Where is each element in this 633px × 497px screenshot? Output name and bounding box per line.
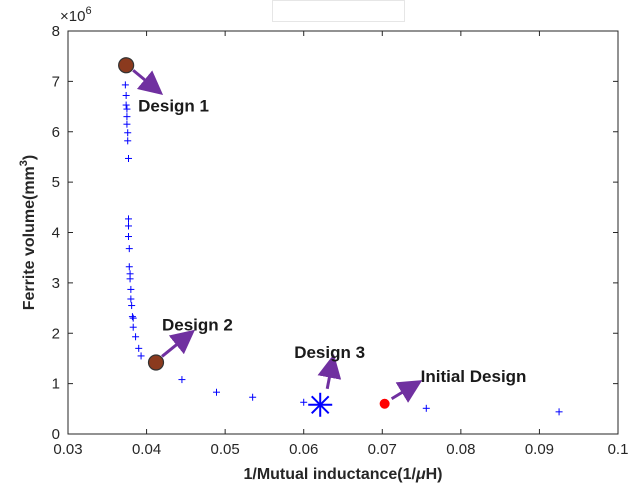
- y-tick-label: 4: [52, 225, 60, 242]
- pareto-point: [123, 113, 131, 121]
- y-tick-label: 8: [52, 23, 60, 40]
- pareto-point: [125, 263, 133, 271]
- pareto-point: [125, 215, 132, 223]
- pareto-point: [125, 154, 132, 162]
- pareto-point: [121, 81, 129, 89]
- x-tick-label: 0.08: [446, 441, 475, 458]
- y-axis-label: Ferrite volume(mm3): [18, 155, 38, 311]
- pareto-point: [124, 129, 132, 137]
- x-tick-label: 0.07: [368, 441, 397, 458]
- annotation-arrow: [161, 329, 196, 358]
- annotation-label: Design 1: [138, 96, 209, 115]
- pareto-point: [132, 333, 140, 341]
- pareto-point: [128, 302, 136, 310]
- pareto-point: [122, 101, 130, 109]
- y-tick-label: 1: [52, 376, 60, 393]
- x-tick-label: 0.04: [132, 441, 161, 458]
- pareto-point: [125, 245, 133, 253]
- pareto-point: [422, 404, 430, 412]
- pareto-point: [129, 314, 137, 322]
- y-tick-label: 5: [52, 174, 60, 191]
- annotation-arrow: [317, 353, 342, 390]
- annotation-arrow: [132, 69, 164, 95]
- y-exponent-label: ×106: [60, 5, 92, 25]
- y-tick-label: 3: [52, 275, 60, 292]
- annotation-arrow: [390, 380, 423, 403]
- pareto-point: [555, 408, 563, 416]
- pareto-point: [123, 105, 131, 113]
- pareto-point: [125, 222, 132, 230]
- pareto-point: [122, 91, 130, 99]
- x-axis-label: 1/Mutual inductance(1/μH): [243, 466, 442, 483]
- pareto-point: [137, 352, 145, 360]
- y-tick-label: 6: [52, 124, 60, 141]
- design-marker: [118, 57, 135, 74]
- design-marker: [308, 392, 333, 417]
- pareto-point: [126, 275, 134, 283]
- pareto-point: [127, 295, 135, 303]
- pareto-point: [129, 323, 137, 331]
- annotation-label: Design 2: [162, 315, 233, 334]
- pareto-point: [124, 137, 132, 145]
- x-tick-label: 0.05: [211, 441, 240, 458]
- axes-box: [67, 30, 619, 435]
- y-tick-label: 0: [52, 426, 60, 443]
- pareto-point: [125, 233, 132, 241]
- annotation-label: Design 3: [294, 343, 365, 362]
- pareto-point: [128, 313, 136, 321]
- x-tick-label: 0.1: [608, 441, 629, 458]
- pareto-point: [249, 393, 257, 401]
- pareto-point: [300, 398, 308, 406]
- y-tick-label: 7: [52, 73, 60, 90]
- annotation-label: Initial Design: [421, 367, 527, 386]
- toolbar-placeholder: [272, 0, 405, 22]
- x-tick-label: 0.03: [53, 441, 82, 458]
- x-tick-label: 0.06: [289, 441, 318, 458]
- y-tick-label: 2: [52, 325, 60, 342]
- pareto-point: [213, 388, 220, 396]
- pareto-point: [135, 344, 143, 352]
- design-marker: [379, 398, 390, 409]
- pareto-point: [178, 376, 186, 384]
- design-marker: [147, 354, 165, 371]
- pareto-point: [127, 285, 135, 293]
- x-tick-label: 0.09: [525, 441, 554, 458]
- pareto-point: [123, 120, 131, 128]
